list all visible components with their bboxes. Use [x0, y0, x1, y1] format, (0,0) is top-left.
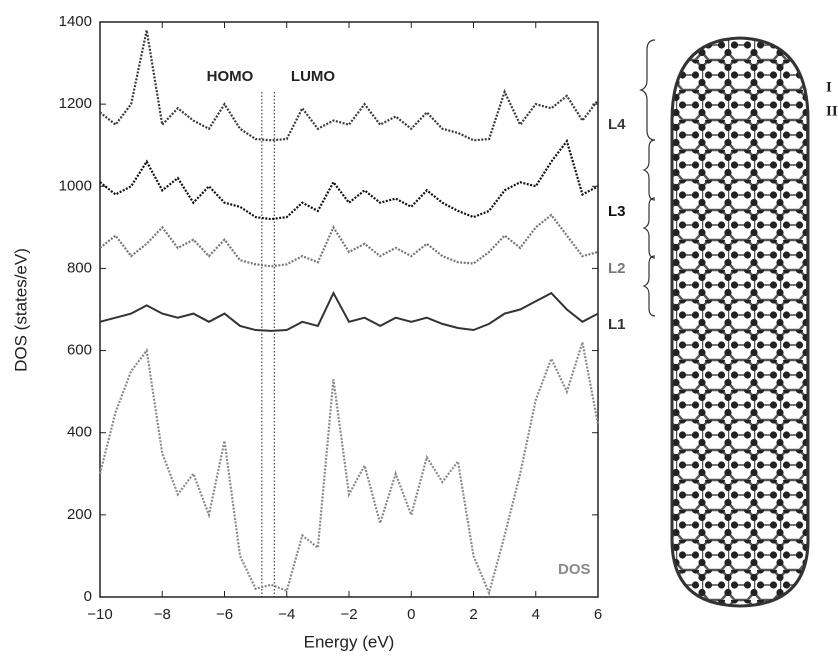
series-label: L2: [608, 260, 626, 277]
x-tick-label: −10: [87, 606, 112, 623]
y-tick-label: 400: [67, 424, 92, 441]
series-label: L4: [608, 116, 626, 133]
series-label: L1: [608, 316, 626, 333]
y-tick-label: 1200: [59, 95, 92, 112]
x-tick-label: −6: [216, 606, 233, 623]
x-tick-label: 2: [469, 606, 477, 623]
structure-label: I: [826, 79, 832, 95]
x-tick-label: −8: [154, 606, 171, 623]
series-line: [100, 141, 598, 219]
y-tick-label: 200: [67, 506, 92, 523]
y-tick-label: 0: [84, 588, 92, 605]
figure: Energy (eV) DOS (states/eV) HOMO LUMO I …: [0, 0, 838, 656]
series-line: [100, 293, 598, 331]
plot-frame: [100, 22, 598, 597]
x-tick-label: 6: [594, 606, 602, 623]
tube: [672, 38, 808, 606]
x-tick-label: −4: [278, 606, 295, 623]
series-label: DOS: [558, 561, 591, 578]
brace: [644, 256, 655, 316]
structure-label: II: [826, 103, 838, 119]
y-tick-label: 600: [67, 342, 92, 359]
series-line: [100, 342, 598, 593]
series-label: L3: [608, 203, 626, 220]
y-tick-label: 1000: [59, 177, 92, 194]
x-tick-label: −2: [340, 606, 357, 623]
series-line: [100, 215, 598, 266]
x-tick-label: 4: [532, 606, 540, 623]
x-tick-label: 0: [407, 606, 415, 623]
brace: [644, 198, 655, 258]
y-tick-label: 800: [67, 259, 92, 276]
brace: [644, 140, 655, 200]
annotation: LUMO: [291, 68, 335, 85]
annotation: HOMO: [207, 68, 254, 85]
nanotube: I II: [641, 38, 838, 606]
x-axis-title: Energy (eV): [304, 632, 395, 651]
brace: [641, 40, 655, 140]
series-line: [100, 30, 598, 140]
y-tick-label: 1400: [59, 13, 92, 30]
y-axis-title: DOS (states/eV): [11, 248, 30, 372]
